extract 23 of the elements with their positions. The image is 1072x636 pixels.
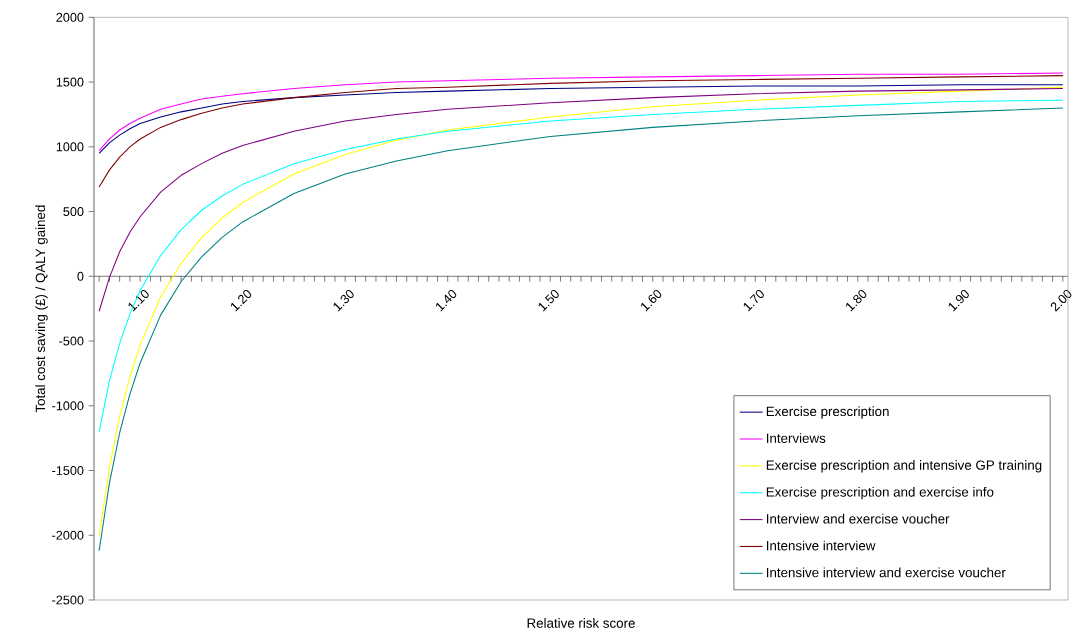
y-tick-label: -2500 — [52, 595, 84, 605]
legend-label: Exercise prescription and exercise info — [766, 486, 994, 500]
y-tick-label: 0 — [77, 271, 84, 281]
line-series — [98, 75, 1064, 188]
y-tick-label: 2000 — [56, 12, 84, 22]
legend-label: Intensive interview — [766, 540, 876, 551]
x-tick-label: 1.20 — [231, 290, 252, 312]
legend-label: Exercise prescription and intensive GP training — [766, 460, 1042, 473]
y-tick-label: -500 — [59, 336, 84, 346]
y-tick-label: -1500 — [52, 466, 84, 475]
legend-label: Interviews — [766, 433, 826, 443]
y-tick-label: -2000 — [52, 530, 84, 540]
y-tick-label: -1000 — [52, 401, 84, 411]
line-series — [98, 84, 1064, 154]
y-tick-label: 500 — [63, 207, 84, 217]
legend-label: Intensive interview and exercise voucher — [766, 567, 1006, 578]
y-axis-title: Total cost saving (£) / QALY gained — [35, 205, 48, 413]
y-tick-label: 1500 — [56, 77, 84, 87]
legend-label: Exercise prescription — [766, 406, 889, 419]
line-series — [98, 72, 1064, 152]
x-axis-title: Relative risk score — [527, 618, 635, 628]
legend-label: Interview and exercise voucher — [766, 513, 950, 524]
y-tick-label: 1000 — [56, 142, 84, 152]
